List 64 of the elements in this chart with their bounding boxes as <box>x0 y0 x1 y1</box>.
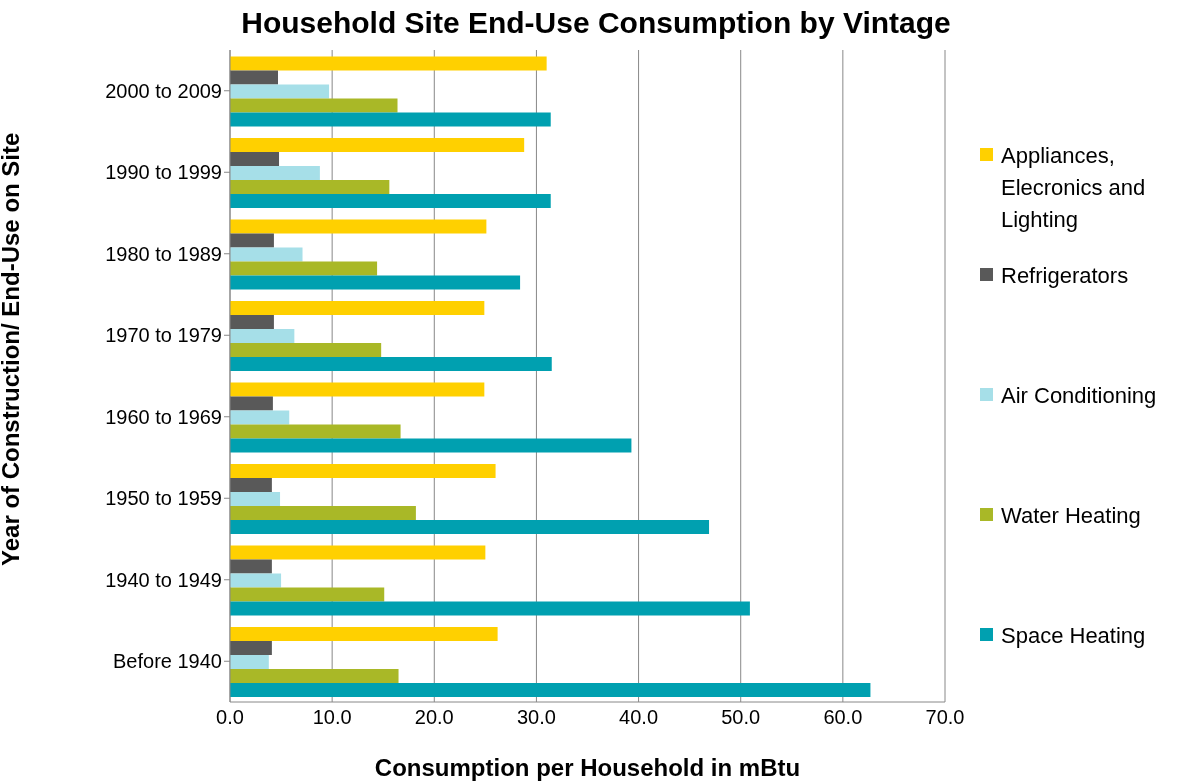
bar <box>230 301 485 316</box>
y-tick-label: 1980 to 1989 <box>105 242 222 265</box>
y-axis-title: Year of Construction/ End-Use on Site <box>0 132 24 566</box>
bar <box>230 138 525 153</box>
bar <box>230 275 521 290</box>
y-tick-label: 1970 to 1979 <box>105 324 222 347</box>
x-tick-label: 40.0 <box>619 706 659 729</box>
bar <box>230 396 273 411</box>
y-tick-label: 1940 to 1949 <box>105 568 222 591</box>
bar <box>230 438 632 453</box>
y-tick-label: 1990 to 1999 <box>105 161 222 184</box>
x-tick-label: 20.0 <box>414 706 454 729</box>
legend-label: Space Heating <box>1001 622 1146 650</box>
bar <box>230 545 486 560</box>
x-tick-label: 30.0 <box>516 706 556 729</box>
bar <box>230 683 871 698</box>
x-axis-title: Consumption per Household in mBtu <box>374 754 801 781</box>
bar <box>230 357 552 372</box>
bar <box>230 233 274 248</box>
bar <box>230 669 399 684</box>
x-tick-label: 10.0 <box>312 706 352 729</box>
legend-label: Refrigerators <box>1001 262 1129 290</box>
bar <box>230 180 390 195</box>
x-tick-label: 70.0 <box>925 706 965 729</box>
bar <box>230 152 280 167</box>
x-tick-label: 60.0 <box>823 706 863 729</box>
bar <box>230 194 551 209</box>
bar <box>230 56 547 71</box>
bar <box>230 424 401 439</box>
bar <box>230 112 551 127</box>
x-tick-label: 50.0 <box>721 706 761 729</box>
bar <box>230 627 498 642</box>
bar <box>230 98 398 113</box>
bar <box>230 329 295 344</box>
legend-label: Water Heating <box>1001 502 1141 530</box>
bar <box>230 573 282 588</box>
bar <box>230 261 378 276</box>
bar <box>230 84 330 99</box>
bar <box>230 641 272 656</box>
bar <box>230 478 272 493</box>
legend-label: Air Conditioning <box>1001 382 1157 410</box>
bar <box>230 382 485 397</box>
x-tick-label: 0.0 <box>216 706 244 729</box>
y-tick-label: Before 1940 <box>113 650 222 673</box>
bar <box>230 166 320 181</box>
bar <box>230 587 385 602</box>
legend-label: Appliances, Elecronics and Lighting <box>1001 142 1147 234</box>
y-tick-label: 1950 to 1959 <box>105 487 222 510</box>
bar <box>230 655 269 670</box>
bar <box>230 559 272 574</box>
y-tick-label: 2000 to 2009 <box>105 79 222 102</box>
bar <box>230 219 487 234</box>
bar <box>230 410 290 425</box>
bar <box>230 315 274 330</box>
chart-title: Household Site End-Use Consumption by Vintage <box>240 6 952 40</box>
bar <box>230 520 710 535</box>
bar <box>230 601 750 616</box>
bar <box>230 70 279 85</box>
bar <box>230 464 496 479</box>
bar <box>230 343 382 358</box>
y-tick-label: 1960 to 1969 <box>105 405 222 428</box>
bar <box>230 506 416 521</box>
bar <box>230 247 303 262</box>
bar <box>230 492 281 507</box>
